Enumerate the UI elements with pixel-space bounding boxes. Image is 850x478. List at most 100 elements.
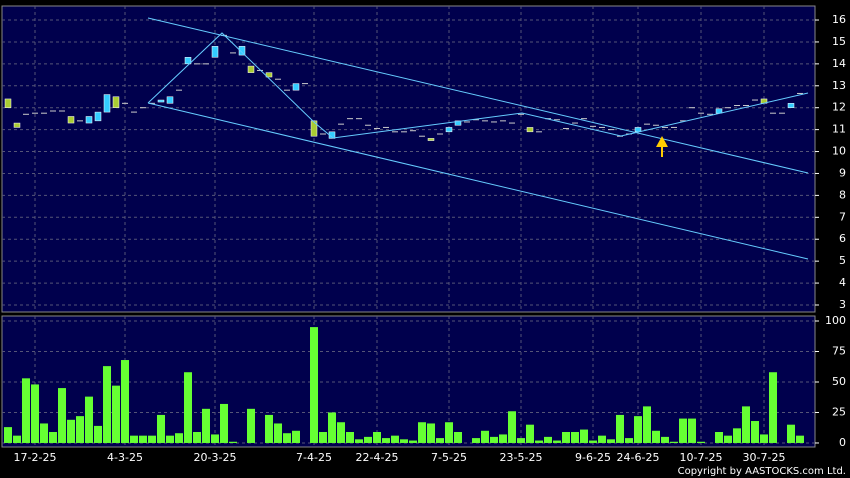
volume-bar xyxy=(544,436,552,443)
volume-bar xyxy=(31,384,39,443)
volume-bar xyxy=(526,424,534,443)
x-tick-label: 24-6-25 xyxy=(617,451,660,464)
price-panel xyxy=(1,5,816,313)
volume-bar xyxy=(760,434,768,443)
volume-bar xyxy=(742,406,750,443)
volume-bar xyxy=(787,424,795,443)
volume-bar xyxy=(652,430,660,443)
x-tick-label: 30-7-25 xyxy=(743,451,786,464)
candle xyxy=(211,46,219,58)
volume-bar xyxy=(292,430,300,443)
volume-bar xyxy=(580,429,588,443)
volume-bar xyxy=(427,423,435,443)
y-tick-label: 50 xyxy=(832,375,846,388)
x-tick-label: 10-7-25 xyxy=(680,451,723,464)
volume-bar xyxy=(328,412,336,443)
volume-bar xyxy=(517,438,525,443)
volume-bar xyxy=(274,423,282,443)
y-tick-label: 14 xyxy=(832,57,846,70)
y-tick-label: 25 xyxy=(832,405,846,418)
volume-bar xyxy=(661,436,669,443)
volume-bar xyxy=(490,436,498,443)
volume-bar xyxy=(382,438,390,443)
volume-bar xyxy=(310,327,318,443)
volume-bar xyxy=(643,406,651,443)
marks xyxy=(4,34,804,443)
volume-bar xyxy=(22,378,30,443)
arrow xyxy=(656,136,668,157)
x-tick-label: 7-4-25 xyxy=(296,451,332,464)
y-tick-label: 100 xyxy=(825,314,846,327)
x-tick-label: 20-3-25 xyxy=(194,451,237,464)
candle xyxy=(787,103,795,108)
volume-bar xyxy=(607,439,615,443)
volume-bar xyxy=(283,433,291,443)
y-tick-label: 0 xyxy=(839,436,846,449)
volume-bar xyxy=(481,430,489,443)
y-tick-label: 4 xyxy=(839,276,846,289)
volume-bar xyxy=(688,418,696,443)
candle xyxy=(67,116,75,124)
volume-bar xyxy=(139,435,147,443)
x-tick-label: 23-5-25 xyxy=(500,451,543,464)
volume-bar xyxy=(211,434,219,443)
volume-bar xyxy=(67,419,75,443)
candle xyxy=(445,127,453,133)
volume-bar xyxy=(535,440,543,443)
volume-bar xyxy=(751,421,759,443)
volume-bar xyxy=(85,396,93,443)
volume-bar xyxy=(715,431,723,443)
x-tick-label: 17-2-25 xyxy=(14,451,57,464)
volume-bar xyxy=(436,438,444,443)
y-tick-label: 13 xyxy=(832,79,846,92)
volume-bar xyxy=(220,403,228,443)
y-tick-label: 11 xyxy=(832,123,846,136)
y-tick-label: 7 xyxy=(839,210,846,223)
volume-bar xyxy=(319,431,327,443)
y-tick-label: 15 xyxy=(832,35,846,48)
volume-bar xyxy=(598,435,606,443)
y-tick-label: 9 xyxy=(839,166,846,179)
candle xyxy=(184,57,192,65)
candle xyxy=(292,83,300,91)
volume-bar xyxy=(4,427,12,443)
volume-bar xyxy=(391,435,399,443)
candle xyxy=(103,94,111,113)
volume-bar xyxy=(265,414,273,443)
volume-bar xyxy=(454,431,462,443)
volume-bar xyxy=(571,431,579,443)
volume-bar xyxy=(445,422,453,443)
volume-bar xyxy=(508,411,516,443)
candle xyxy=(166,96,174,104)
volume-bar xyxy=(40,423,48,443)
candle xyxy=(265,72,273,78)
volume-bar xyxy=(589,440,597,443)
volume-bar xyxy=(202,408,210,443)
channel-upper xyxy=(147,17,809,174)
volume-bar xyxy=(472,438,480,443)
volume-bar xyxy=(418,422,426,443)
volume-bar xyxy=(400,439,408,443)
candle xyxy=(526,127,534,133)
x-tick-label: 4-3-25 xyxy=(107,451,143,464)
volume-bar xyxy=(733,428,741,443)
volume-bar xyxy=(355,439,363,443)
candle xyxy=(157,99,165,103)
wave-line xyxy=(147,32,809,139)
volume-bar xyxy=(121,360,129,443)
volume-bar xyxy=(76,416,84,443)
volume-bar xyxy=(634,416,642,443)
volume-bar xyxy=(130,435,138,443)
volume-bar xyxy=(364,436,372,443)
x-tick-label: 7-5-25 xyxy=(431,451,467,464)
x-tick-label: 22-4-25 xyxy=(356,451,399,464)
volume-bar xyxy=(499,434,507,443)
volume-bar xyxy=(184,372,192,443)
candle xyxy=(112,96,120,108)
candle xyxy=(94,111,102,122)
volume-bar xyxy=(229,441,237,443)
volume-bar xyxy=(373,431,381,443)
volume-bar xyxy=(616,414,624,443)
volume-bar xyxy=(94,425,102,443)
